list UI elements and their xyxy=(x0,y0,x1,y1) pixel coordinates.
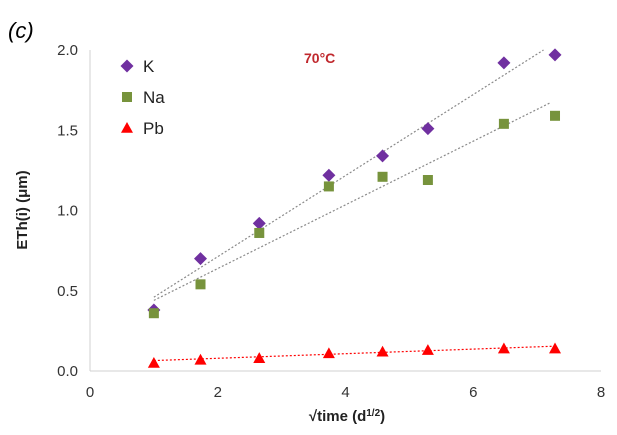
point-pb xyxy=(322,347,335,359)
x-axis-title-prefix: √time (d xyxy=(309,408,366,425)
point-na xyxy=(498,118,509,129)
point-na xyxy=(323,181,334,192)
x-tick-label: 4 xyxy=(341,384,349,401)
point-na xyxy=(550,110,561,121)
legend-label-na: Na xyxy=(143,88,165,107)
y-tick-labels: 0.0 0.5 1.0 1.5 2.0 xyxy=(57,42,78,380)
point-pb xyxy=(253,352,266,363)
point-k xyxy=(376,149,390,163)
point-na xyxy=(195,279,206,290)
x-tick-label: 8 xyxy=(597,384,605,401)
temperature-annotation: 70°C xyxy=(304,50,335,66)
x-tick-label: 0 xyxy=(86,384,94,401)
trendline-na xyxy=(153,102,551,301)
trendline-k xyxy=(153,49,544,298)
point-k xyxy=(194,252,208,266)
point-na xyxy=(377,171,388,182)
x-tick-label: 6 xyxy=(469,384,477,401)
y-tick-label: 1.0 xyxy=(57,203,78,220)
y-tick-label: 2.0 xyxy=(57,42,78,59)
trendlines xyxy=(153,49,557,362)
point-pb xyxy=(421,344,434,355)
y-axis-title: ETh(i) (μm) xyxy=(14,170,31,249)
point-na xyxy=(148,308,159,319)
point-pb xyxy=(147,356,160,368)
point-k xyxy=(252,216,266,230)
trendline-pb xyxy=(153,345,557,362)
panel-label: (c) xyxy=(8,18,34,43)
legend-label-pb: Pb xyxy=(143,119,164,138)
x-axis-title: √time (d1/2) xyxy=(309,408,385,426)
x-tick-label: 2 xyxy=(214,384,222,401)
legend-label-k: K xyxy=(143,57,155,76)
x-axis-title-suffix: ) xyxy=(380,408,385,425)
point-pb xyxy=(497,342,510,354)
x-tick-labels: 0 2 4 6 8 xyxy=(86,384,605,401)
point-pb xyxy=(549,342,562,354)
data-points xyxy=(147,48,562,368)
legend-marker-na xyxy=(122,92,132,102)
point-na xyxy=(254,227,265,238)
point-k xyxy=(548,48,562,62)
point-pb xyxy=(194,353,207,365)
point-k xyxy=(421,122,435,136)
legend: K Na Pb xyxy=(120,57,165,138)
legend-marker-pb xyxy=(121,122,133,133)
plot-area xyxy=(89,50,601,372)
point-na xyxy=(422,175,433,186)
y-tick-label: 0.5 xyxy=(57,283,78,300)
point-pb xyxy=(376,345,389,357)
point-k xyxy=(497,56,511,70)
y-tick-label: 0.0 xyxy=(57,363,78,380)
x-axis-title-superscript: 1/2 xyxy=(366,408,380,419)
point-k xyxy=(322,168,336,182)
y-tick-label: 1.5 xyxy=(57,122,78,139)
legend-marker-k xyxy=(120,59,134,73)
